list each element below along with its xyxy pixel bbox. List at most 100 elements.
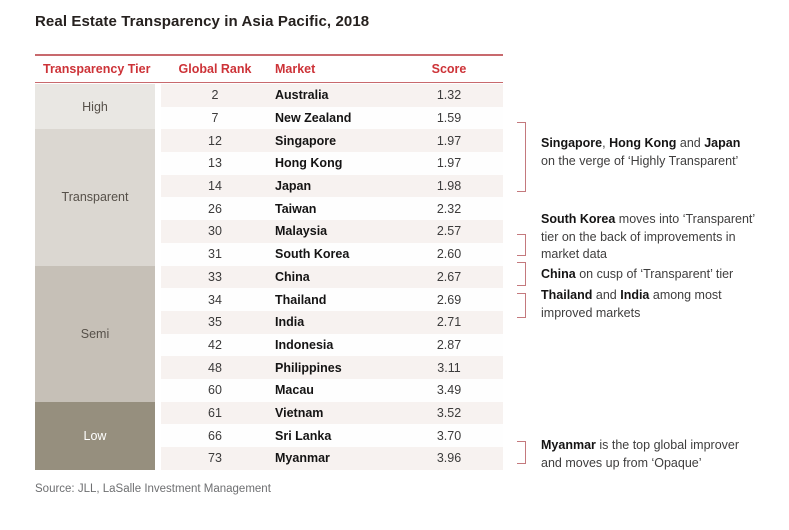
- table-row: 13 Hong Kong 1.97: [161, 152, 503, 175]
- tier-block-transparent: Transparent: [35, 129, 155, 266]
- annotation-bold: South Korea: [541, 212, 616, 226]
- market-cell: China: [275, 269, 310, 284]
- source-note: Source: JLL, LaSalle Investment Manageme…: [35, 483, 271, 495]
- annotation-text: moves into ‘Transparent’ tier on the bac…: [541, 212, 755, 261]
- score-cell: 1.97: [436, 133, 462, 148]
- bracket-china: [517, 262, 526, 286]
- market-cell: Macau: [275, 383, 314, 398]
- annotation-china: China on cusp of ‘Transparent’ tier: [541, 266, 789, 284]
- tier-block-semi: Semi: [35, 265, 155, 402]
- annotation-bold: Japan: [704, 136, 741, 150]
- table-row: 73 Myanmar 3.96: [161, 447, 503, 470]
- annotation-text: and: [676, 136, 705, 150]
- table-header-row: Transparency Tier Global Rank Market Sco…: [35, 56, 503, 83]
- rank-cell: 30: [208, 224, 222, 239]
- table-row: 35 India 2.71: [161, 310, 503, 334]
- score-cell: 2.67: [436, 269, 462, 284]
- annotation-myanmar: Myanmar is the top global improver and m…: [541, 437, 759, 472]
- annotation-text: among most improved markets: [541, 288, 722, 320]
- bracket-thailand-india: [517, 293, 526, 318]
- annotation-singapore-hongkong-japan: Singapore, Hong Kong and Japan on the ve…: [541, 135, 776, 170]
- column-header-transparency-tier: Transparency Tier: [43, 62, 151, 76]
- table-row: 66 Sri Lanka 3.70: [161, 424, 503, 447]
- score-cell: 2.57: [436, 224, 462, 239]
- score-cell: 2.87: [436, 337, 462, 352]
- column-header-score: Score: [431, 62, 467, 76]
- market-cell: Malaysia: [275, 224, 328, 239]
- market-cell: Vietnam: [275, 405, 324, 420]
- column-header-global-rank: Global Rank: [178, 62, 252, 76]
- rank-cell: 34: [208, 292, 222, 307]
- score-cell: 3.11: [437, 360, 461, 375]
- tier-block-high: High: [35, 84, 155, 130]
- table-row: 60 Macau 3.49: [161, 378, 503, 402]
- market-cell: Sri Lanka: [275, 428, 332, 443]
- annotation-south-korea: South Korea moves into ‘Transparent’ tie…: [541, 211, 766, 264]
- score-cell: 1.97: [436, 156, 462, 171]
- table-row: 26 Taiwan 2.32: [161, 197, 503, 221]
- market-cell: India: [275, 315, 305, 330]
- rank-cell: 42: [208, 337, 222, 352]
- annotation-text: on the verge of ‘Highly Transparent’: [541, 153, 739, 168]
- market-cell: Singapore: [275, 133, 337, 148]
- header-top-rule: [35, 54, 503, 56]
- rank-cell: 33: [208, 269, 222, 284]
- annotation-bold: Singapore: [541, 136, 603, 150]
- score-cell: 2.32: [436, 201, 462, 216]
- table-row: 2 Australia 1.32: [161, 84, 503, 107]
- market-cell: New Zealand: [275, 111, 352, 126]
- table-row: 14 Japan 1.98: [161, 174, 503, 198]
- score-cell: 2.60: [436, 247, 462, 262]
- rank-cell: 13: [208, 156, 222, 171]
- table-row: 48 Philippines 3.11: [161, 356, 503, 379]
- market-cell: Australia: [275, 88, 329, 103]
- score-cell: 3.52: [436, 405, 462, 420]
- annotation-bold: Hong Kong: [609, 136, 677, 150]
- table-row: 12 Singapore 1.97: [161, 129, 503, 153]
- score-cell: 1.98: [436, 179, 462, 194]
- score-cell: 2.71: [436, 315, 462, 330]
- market-cell: Thailand: [275, 292, 327, 307]
- market-cell: Indonesia: [275, 337, 334, 352]
- market-cell: Philippines: [275, 360, 342, 375]
- market-cell: Japan: [275, 179, 312, 194]
- market-cell: Hong Kong: [275, 156, 343, 171]
- market-cell: Taiwan: [275, 201, 317, 216]
- bracket-singapore-japan: [517, 122, 526, 192]
- bracket-south-korea: [517, 234, 526, 256]
- table-row: 33 China 2.67: [161, 265, 503, 289]
- rank-cell: 61: [208, 405, 222, 420]
- rank-cell: 14: [208, 179, 222, 194]
- table-row: 30 Malaysia 2.57: [161, 220, 503, 243]
- score-cell: 2.69: [436, 292, 462, 307]
- score-cell: 3.96: [436, 451, 462, 466]
- score-cell: 1.32: [436, 88, 462, 103]
- annotation-bold: Myanmar: [541, 438, 596, 452]
- column-header-market: Market: [275, 62, 316, 76]
- rank-cell: 60: [208, 383, 222, 398]
- rank-cell: 26: [208, 201, 222, 216]
- annotation-text: ,: [602, 136, 610, 150]
- table-row: 7 New Zealand 1.59: [161, 106, 503, 130]
- rank-cell: 7: [211, 111, 219, 126]
- score-cell: 3.70: [436, 428, 462, 443]
- table-row: 31 South Korea 2.60: [161, 242, 503, 266]
- figure-title: Real Estate Transparency in Asia Pacific…: [35, 13, 370, 30]
- market-cell: Myanmar: [275, 451, 330, 466]
- market-cell: South Korea: [275, 247, 350, 262]
- score-cell: 1.59: [436, 111, 462, 126]
- score-cell: 3.49: [436, 383, 462, 398]
- annotation-bold: India: [620, 288, 650, 302]
- annotation-text: and: [592, 288, 621, 302]
- annotation-text: on cusp of ‘Transparent’ tier: [575, 267, 734, 281]
- rank-cell: 35: [208, 315, 222, 330]
- rank-cell: 2: [211, 88, 219, 103]
- annotation-text: is the top global improver and moves up …: [541, 438, 740, 470]
- tier-block-low: Low: [35, 401, 155, 470]
- table-row: 34 Thailand 2.69: [161, 288, 503, 311]
- rank-cell: 73: [208, 451, 222, 466]
- annotation-thailand-india: Thailand and India among most improved m…: [541, 287, 741, 322]
- tier-column: High Transparent Semi Low: [35, 84, 155, 470]
- rank-cell: 12: [208, 133, 222, 148]
